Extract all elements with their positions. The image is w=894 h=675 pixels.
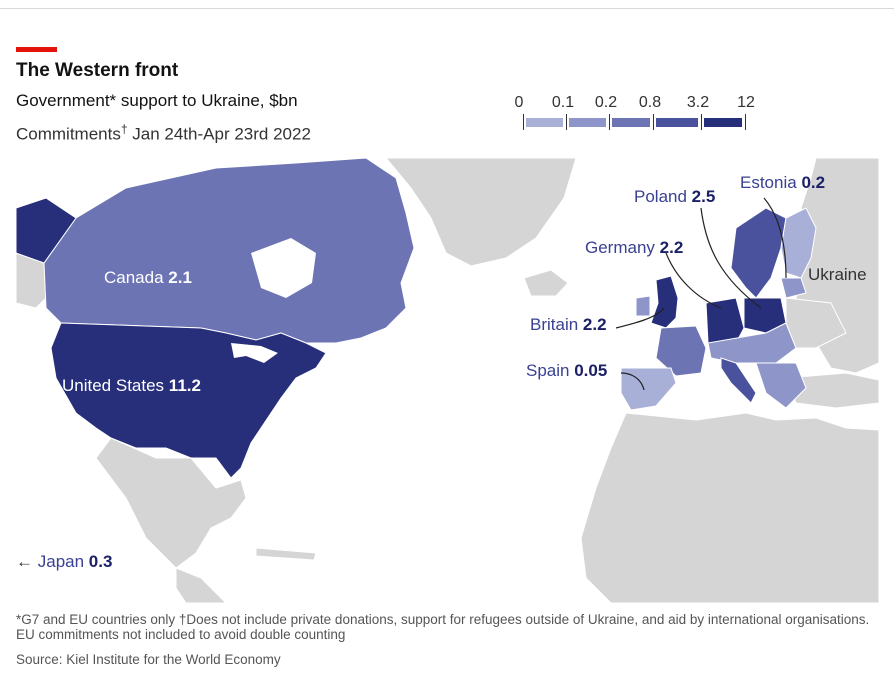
label-estonia: Estonia 0.2 [740, 173, 825, 193]
label-value: 2.5 [691, 187, 716, 206]
footnote: *G7 and EU countries only †Does not incl… [16, 612, 870, 642]
label-value: 2.1 [168, 268, 192, 287]
britain-pointer [615, 307, 665, 329]
legend-swatch [656, 118, 698, 127]
label-name: Canada [104, 268, 164, 287]
label-spain: Spain 0.05 [526, 361, 607, 381]
baltic-shape [780, 277, 807, 299]
map-svg [16, 158, 879, 603]
central-europe-shape [707, 322, 797, 364]
france-shape [655, 325, 707, 377]
legend-swatch [569, 118, 606, 127]
legend-separator [566, 114, 567, 130]
legend-separator [701, 114, 702, 130]
label-value: 11.2 [168, 376, 201, 395]
finland-shape [780, 207, 817, 279]
label-canada: Canada 2.1 [104, 268, 192, 288]
legend-tick: 0 [514, 94, 524, 111]
britain-shape [650, 275, 679, 329]
label-value: 2.2 [582, 315, 607, 334]
legend-swatch [612, 118, 650, 127]
color-legend: 0 0.1 0.2 0.8 3.2 12 [505, 94, 765, 138]
period-prefix: Commitments [16, 124, 121, 144]
label-poland: Poland 2.5 [634, 187, 715, 207]
legend-separator [745, 114, 746, 130]
usa-shape [50, 322, 327, 479]
north-africa-shape [580, 412, 879, 603]
mexico-shape [95, 437, 247, 569]
estonia-pointer [763, 197, 787, 279]
canada-shape [43, 158, 415, 344]
legend-tick: 3.2 [686, 94, 710, 111]
label-united-states: United States 11.2 [62, 376, 201, 396]
legend-separator [653, 114, 654, 130]
label-name: Germany [585, 238, 655, 257]
spain-shape [620, 367, 677, 411]
great-lakes [231, 343, 278, 363]
left-arrow-icon: ← [16, 552, 33, 571]
label-japan: ← Japan 0.3 [16, 552, 112, 572]
legend-tick: 0.2 [594, 94, 618, 111]
hudson-bay [251, 238, 316, 298]
period-range: Jan 24th-Apr 23rd 2022 [127, 124, 311, 144]
label-value: 0.2 [801, 173, 826, 192]
legend-tick: 0.8 [638, 94, 662, 111]
label-britain: Britain 2.2 [530, 315, 607, 335]
map-area: Canada 2.1 United States 11.2 Poland 2.5… [16, 158, 879, 603]
legend-separator [523, 114, 524, 130]
alaska-us-shape [16, 197, 77, 264]
source-note: Source: Kiel Institute for the World Eco… [16, 652, 281, 667]
label-name: Japan [37, 552, 85, 571]
label-value: 0.05 [574, 361, 608, 380]
top-rule [0, 8, 894, 9]
legend-tick: 0.1 [551, 94, 575, 111]
germany-shape [705, 297, 745, 344]
chart-subtitle-period: Commitments† Jan 24th-Apr 23rd 2022 [16, 122, 311, 145]
italy-shape [720, 357, 757, 404]
central-america-shape [175, 567, 227, 603]
legend-tick: 12 [737, 94, 755, 111]
germany-pointer [665, 252, 722, 309]
label-germany: Germany 2.2 [585, 238, 683, 258]
greenland-shape [385, 158, 577, 267]
ireland-shape [635, 295, 651, 317]
label-value: 2.2 [659, 238, 684, 257]
label-ukraine: Ukraine [808, 265, 867, 285]
chart-title: The Western front [16, 60, 179, 81]
label-name: Britain [530, 315, 579, 334]
label-name: Ukraine [808, 265, 867, 284]
caribbean-shape [255, 547, 317, 561]
label-value: 0.3 [88, 552, 113, 571]
label-name: Spain [526, 361, 570, 380]
chart-subtitle: Government* support to Ukraine, $bn [16, 91, 298, 110]
legend-separator [609, 114, 610, 130]
label-name: Poland [634, 187, 687, 206]
spain-pointer [620, 372, 645, 391]
ukraine-shape [785, 297, 847, 349]
turkey-shape [785, 372, 879, 409]
balkans-shape [755, 362, 807, 409]
dagger-mark: † [120, 122, 128, 136]
legend-swatch [704, 118, 742, 127]
accent-bar [16, 47, 57, 52]
poland-pointer [700, 207, 762, 309]
legend-swatch [526, 118, 563, 127]
label-name: Estonia [740, 173, 797, 192]
label-name: United States [62, 376, 165, 395]
iceland-shape [523, 269, 569, 297]
